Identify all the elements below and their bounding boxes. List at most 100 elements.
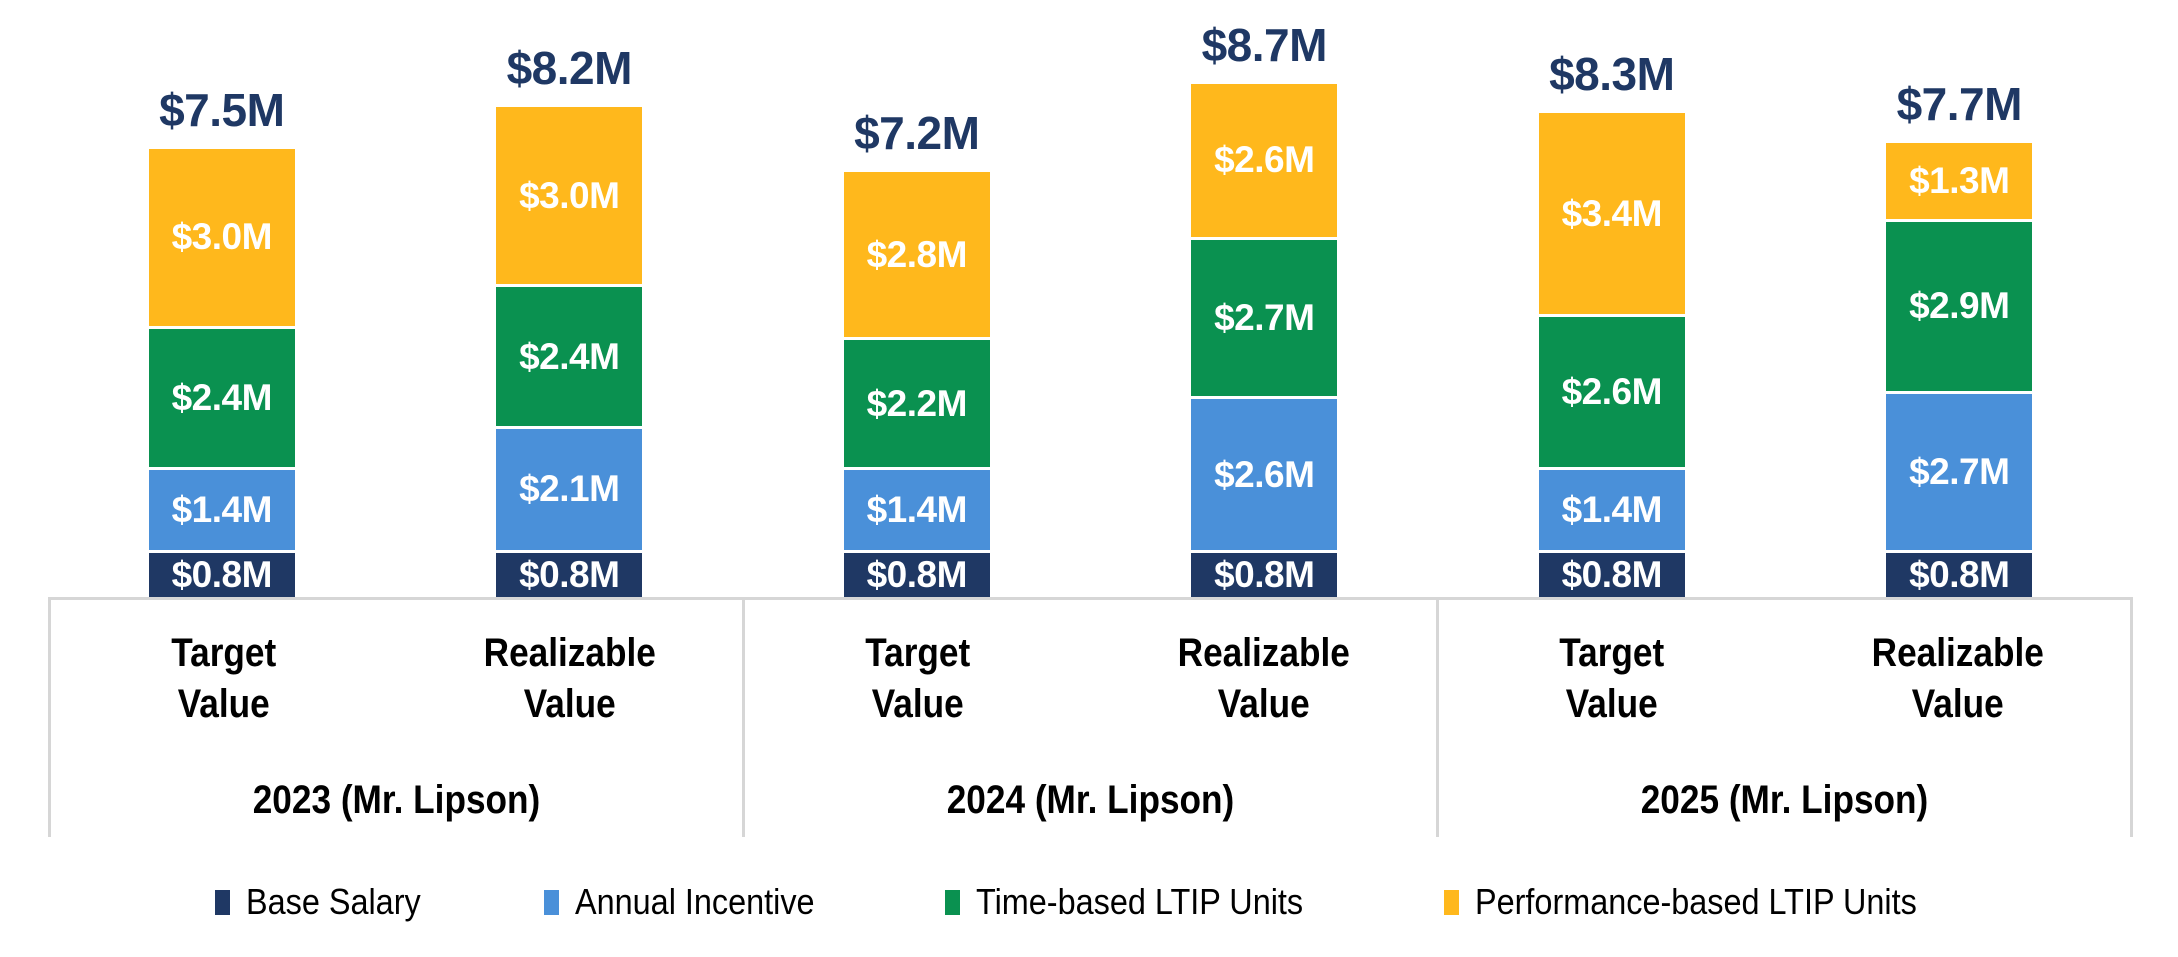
segment-time-based-ltip-units: $2.4M	[496, 284, 643, 426]
legend-swatch-base-salary	[215, 889, 231, 915]
bar-category-label: Realizable Value	[417, 628, 721, 730]
segment-value-label: $2.7M	[1909, 450, 2010, 492]
segment-value-label: $2.6M	[1214, 139, 1315, 181]
legend-item-base-salary: Base Salary	[215, 881, 440, 923]
year-group-label: 2024 (Mr. Lipson)	[946, 778, 1235, 822]
bar-category-label-line: Realizable	[483, 631, 656, 675]
legend-swatch-annual-incentive	[544, 889, 560, 915]
segment-value-label: $0.8M	[1214, 553, 1315, 595]
legend-item-label: Performance-based LTIP Units	[1474, 881, 1917, 922]
bar-2023-mr-lipson-target-value: $7.5M $3.0M $2.4M $1.4M $0.8M	[48, 0, 396, 597]
bar-stack: $3.4M $2.6M $1.4M $0.8M	[1538, 113, 1685, 597]
bar-2024-mr-lipson-target-value: $7.2M $2.8M $2.2M $1.4M $0.8M	[743, 0, 1091, 597]
segment-annual-incentive: $1.4M	[1538, 467, 1685, 550]
bar-category-label-line: Value	[1911, 682, 2004, 727]
segment-base-salary: $0.8M	[148, 549, 295, 597]
bar-category-label-line: Value	[523, 682, 616, 727]
segment-time-based-ltip-units: $2.9M	[1886, 219, 2033, 391]
bar-category-label-line: Realizable	[1177, 631, 1350, 675]
compensation-stacked-bar-chart: $7.5M $3.0M $2.4M $1.4M $0.8M $8.2M $3.0M $2.4M…	[48, 0, 2133, 923]
bar-category-label-line: Value	[1217, 682, 1310, 727]
bar-stack: $2.8M $2.2M $1.4M $0.8M	[843, 172, 990, 597]
axis-category-labels: Target Value Realizable Value	[1439, 628, 2130, 730]
segment-value-label: $0.8M	[171, 553, 273, 595]
segment-base-salary: $0.8M	[496, 549, 643, 597]
legend-item-annual-incentive: Annual Incentive	[544, 881, 841, 923]
bars-group-2023-mr-lipson: $7.5M $3.0M $2.4M $1.4M $0.8M $8.2M $3.0M $2.4M…	[48, 0, 743, 597]
chart-legend: Base Salary Annual Incentive Time-based LT…	[48, 881, 2133, 923]
legend-item-time-based-ltip-units: Time-based LTIP Units	[945, 881, 1339, 923]
segment-time-based-ltip-units: $2.4M	[148, 325, 295, 468]
bar-2025-mr-lipson-realizable-value: $7.7M $1.3M $2.9M $2.7M $0.8M	[1786, 0, 2134, 597]
bar-category-label-line: Value	[871, 682, 964, 727]
segment-annual-incentive: $1.4M	[843, 467, 990, 550]
segment-time-based-ltip-units: $2.7M	[1191, 237, 1338, 397]
segment-performance-based-ltip-units: $1.3M	[1886, 142, 2033, 220]
bar-category-label-line: Realizable	[1871, 631, 2044, 675]
bar-2023-mr-lipson-realizable-value: $8.2M $3.0M $2.4M $2.1M $0.8M	[396, 0, 744, 597]
legend-item-label: Base Salary	[246, 881, 421, 922]
bar-2024-mr-lipson-realizable-value: $8.7M $2.6M $2.7M $2.6M $0.8M	[1091, 0, 1439, 597]
bar-total-label: $7.7M	[1896, 77, 2023, 130]
segment-base-salary: $0.8M	[1191, 549, 1338, 597]
bar-2025-mr-lipson-target-value: $8.3M $3.4M $2.6M $1.4M $0.8M	[1438, 0, 1786, 597]
axis-group-2025-mr-lipson: Target Value Realizable Value 2025 (Mr. Lips…	[1439, 600, 2133, 837]
axis-band: Target Value Realizable Value 2023 (Mr. Lips…	[48, 597, 2133, 837]
segment-value-label: $2.9M	[1909, 285, 2010, 327]
segment-performance-based-ltip-units: $3.4M	[1538, 113, 1685, 314]
segment-value-label: $2.7M	[1214, 297, 1315, 339]
segment-value-label: $2.4M	[519, 335, 620, 377]
legend-swatch-performance-based-ltip-units	[1443, 889, 1459, 915]
segment-base-salary: $0.8M	[1538, 549, 1685, 597]
segment-value-label: $2.2M	[866, 382, 968, 424]
segment-performance-based-ltip-units: $2.8M	[843, 172, 990, 338]
legend-item-label: Annual Incentive	[575, 881, 815, 922]
segment-time-based-ltip-units: $2.6M	[1538, 313, 1685, 468]
axis-category-labels: Target Value Realizable Value	[51, 628, 742, 730]
legend-item-label: Time-based LTIP Units	[976, 881, 1304, 922]
segment-performance-based-ltip-units: $3.0M	[496, 107, 643, 285]
bar-total-label: $8.7M	[1201, 18, 1328, 71]
segment-value-label: $0.8M	[1909, 553, 2010, 595]
segment-value-label: $1.4M	[1561, 489, 1663, 531]
segment-value-label: $2.1M	[519, 468, 620, 510]
bar-category-label-line: Target	[1559, 631, 1665, 675]
bar-category-label-line: Target	[171, 631, 277, 675]
bar-stack: $2.6M $2.7M $2.6M $0.8M	[1191, 83, 1338, 597]
bar-category-label: Target Value	[72, 628, 376, 730]
bar-category-label-line: Value	[1565, 682, 1658, 727]
segment-annual-incentive: $1.4M	[148, 467, 295, 550]
bar-total-label: $8.3M	[1549, 48, 1675, 101]
bars-group-2024-mr-lipson: $7.2M $2.8M $2.2M $1.4M $0.8M $8.7M $2.6M $2.7M…	[743, 0, 1438, 597]
segment-value-label: $1.3M	[1909, 160, 2010, 202]
bar-stack: $3.0M $2.4M $2.1M $0.8M	[496, 107, 643, 597]
segment-value-label: $3.4M	[1561, 192, 1663, 234]
segment-value-label: $0.8M	[1561, 553, 1663, 595]
year-group-label: 2025 (Mr. Lipson)	[1640, 778, 1929, 822]
bar-category-label: Target Value	[766, 628, 1070, 730]
segment-value-label: $3.0M	[519, 174, 620, 216]
segment-value-label: $0.8M	[519, 553, 620, 595]
segment-value-label: $3.0M	[171, 216, 273, 258]
bars-group-2025-mr-lipson: $8.3M $3.4M $2.6M $1.4M $0.8M $7.7M $1.3M $2.9M…	[1438, 0, 2133, 597]
segment-value-label: $2.6M	[1214, 453, 1315, 495]
legend-swatch-time-based-ltip-units	[945, 889, 961, 915]
segment-value-label: $1.4M	[866, 489, 968, 531]
segment-base-salary: $0.8M	[1886, 549, 2033, 597]
bar-stack: $1.3M $2.9M $2.7M $0.8M	[1886, 142, 2033, 597]
segment-value-label: $2.4M	[171, 376, 273, 418]
axis-group-2024-mr-lipson: Target Value Realizable Value 2024 (Mr. Lips…	[745, 600, 1439, 837]
bar-stack: $3.0M $2.4M $1.4M $0.8M	[148, 148, 295, 597]
bar-total-label: $7.5M	[159, 83, 285, 136]
year-group-label: 2023 (Mr. Lipson)	[252, 778, 541, 822]
legend-item-performance-based-ltip-units: Performance-based LTIP Units	[1443, 881, 1966, 923]
segment-performance-based-ltip-units: $3.0M	[148, 148, 295, 326]
segment-base-salary: $0.8M	[843, 549, 990, 597]
segment-value-label: $2.6M	[1561, 371, 1663, 413]
segment-annual-incentive: $2.6M	[1191, 396, 1338, 550]
segment-annual-incentive: $2.1M	[496, 425, 643, 550]
segment-performance-based-ltip-units: $2.6M	[1191, 83, 1338, 238]
segment-time-based-ltip-units: $2.2M	[843, 337, 990, 468]
segment-value-label: $1.4M	[171, 489, 273, 531]
bar-category-label-line: Value	[177, 682, 270, 727]
